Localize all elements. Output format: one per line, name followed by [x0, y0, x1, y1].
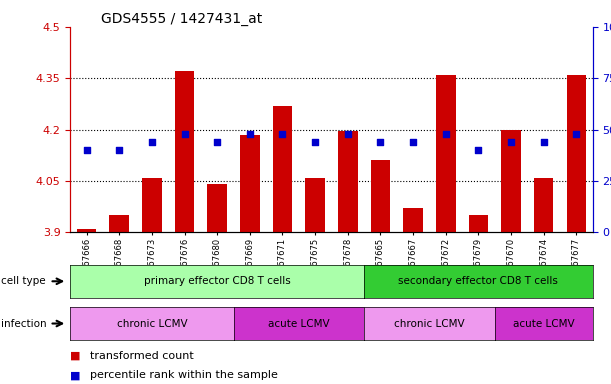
Bar — [175, 71, 194, 232]
Point — [474, 147, 483, 153]
Point — [310, 139, 320, 145]
Bar — [501, 129, 521, 232]
Text: primary effector CD8 T cells: primary effector CD8 T cells — [144, 276, 291, 286]
Point — [441, 131, 451, 137]
Text: chronic LCMV: chronic LCMV — [117, 318, 187, 329]
Text: chronic LCMV: chronic LCMV — [394, 318, 465, 329]
Point — [571, 131, 581, 137]
Bar — [436, 75, 456, 232]
Point — [376, 139, 386, 145]
Bar — [240, 135, 260, 232]
Text: ■: ■ — [70, 351, 81, 361]
Bar — [338, 131, 357, 232]
Bar — [306, 177, 325, 232]
Text: ■: ■ — [70, 370, 81, 380]
Text: acute LCMV: acute LCMV — [513, 318, 574, 329]
Bar — [207, 184, 227, 232]
Bar — [77, 229, 97, 232]
Point — [82, 147, 92, 153]
Text: transformed count: transformed count — [90, 351, 194, 361]
Text: infection: infection — [1, 318, 47, 329]
Point — [343, 131, 353, 137]
Point — [147, 139, 157, 145]
Bar — [403, 209, 423, 232]
Text: cell type: cell type — [1, 276, 46, 286]
Point — [408, 139, 418, 145]
Point — [539, 139, 549, 145]
Bar — [469, 215, 488, 232]
Point — [114, 147, 124, 153]
Bar — [566, 75, 586, 232]
Text: percentile rank within the sample: percentile rank within the sample — [90, 370, 277, 380]
Point — [180, 131, 189, 137]
Text: secondary effector CD8 T cells: secondary effector CD8 T cells — [398, 276, 558, 286]
Bar — [273, 106, 292, 232]
Bar — [142, 177, 162, 232]
Point — [506, 139, 516, 145]
Point — [277, 131, 287, 137]
Bar — [534, 177, 554, 232]
Bar — [371, 161, 390, 232]
Point — [245, 131, 255, 137]
Text: GDS4555 / 1427431_at: GDS4555 / 1427431_at — [101, 12, 262, 25]
Text: acute LCMV: acute LCMV — [268, 318, 329, 329]
Bar — [109, 215, 129, 232]
Point — [212, 139, 222, 145]
